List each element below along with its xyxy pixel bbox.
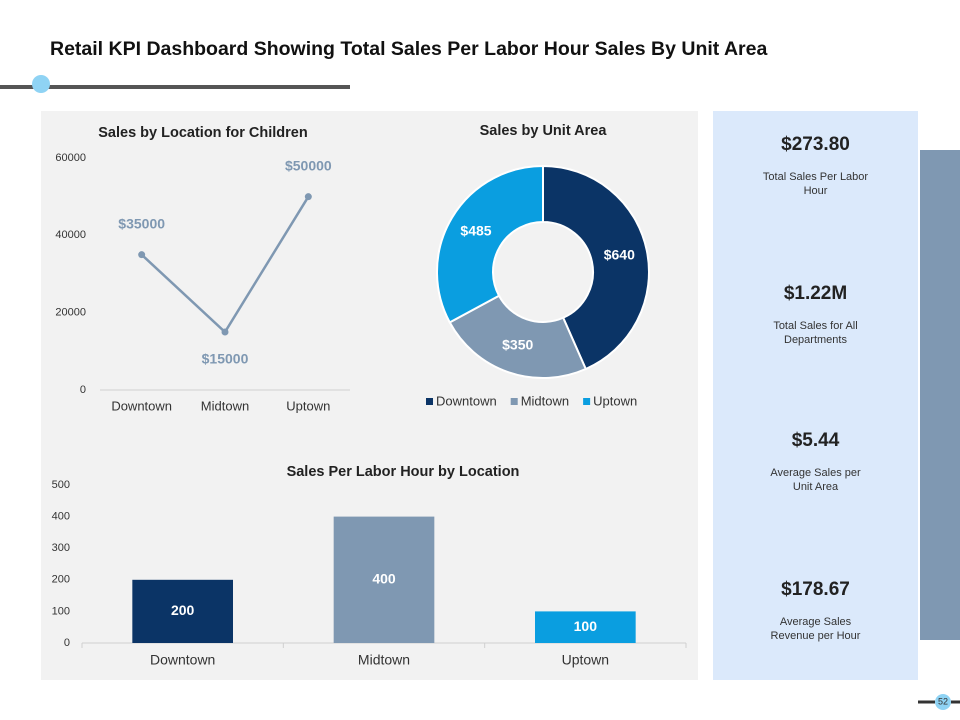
x-tick-label: Uptown [286,398,330,413]
bar [535,611,636,643]
x-tick-label: Midtown [201,398,249,413]
point [138,251,146,259]
data-label: $350 [502,336,533,352]
legend-swatch [583,398,591,405]
x-tick-label: Downtown [150,652,215,668]
legend-label: Uptown [593,393,637,408]
legend-swatch [510,398,518,405]
y-tick-label: 0 [64,637,70,649]
data-label: 200 [171,602,195,618]
chart-title: Sales by Location for Children [98,125,307,141]
page-title: Retail KPI Dashboard Showing Total Sales… [50,38,767,60]
y-tick-label: 20000 [55,307,86,319]
chart-title: Sales Per Labor Hour by Location [287,464,520,480]
y-tick-label: 400 [52,511,70,523]
side-band [920,150,960,640]
kpi-card: $273.80 Total Sales Per Labor Hour [713,134,918,198]
kpi-value: $5.44 [791,430,840,451]
donut-slice [436,164,544,324]
y-tick-label: 300 [52,542,70,554]
data-label: 400 [372,571,396,587]
donut-slice [542,164,650,371]
legend-label: Midtown [521,393,569,408]
y-tick-label: 100 [52,605,70,617]
x-tick-label: Uptown [562,652,609,668]
kpi-value: $178.67 [781,579,850,600]
kpi-value: $1.22M [783,283,848,304]
kpi-panel [713,111,918,680]
y-tick-label: 0 [80,384,86,396]
data-label: $15000 [202,351,249,367]
kpi-label: Average Sales Revenue per Hour [770,616,861,642]
kpi-card: $5.44 Average Sales per Unit Area [713,430,918,494]
data-label: $50000 [285,157,332,173]
kpi-card: $178.67 Average Sales Revenue per Hour [713,579,918,643]
data-label: $485 [460,223,491,239]
title-dot [32,75,50,93]
bar [333,516,435,643]
page-badge [935,694,951,710]
x-tick-label: Midtown [358,652,410,668]
kpi-label: Total Sales Per Labor Hour [762,171,869,197]
kpi-card: $1.22M Total Sales for All Departments [713,283,918,347]
point [304,193,312,201]
legend-label: Downtown [436,393,497,408]
legend-swatch [426,398,433,405]
kpi-value: $273.80 [781,134,850,155]
bar [132,579,233,643]
point [221,328,229,336]
y-tick-label: 200 [52,574,70,586]
chart-title: Sales by Unit Area [480,123,608,139]
page-number: 52 [938,696,948,706]
donut-slice [448,294,588,379]
y-tick-label: 40000 [55,229,86,241]
x-tick-label: Downtown [111,398,172,413]
y-tick-label: 60000 [55,152,86,164]
y-tick-label: 500 [52,479,70,491]
kpi-label: Total Sales for All Departments [773,320,858,346]
kpi-label: Average Sales per Unit Area [770,467,861,493]
data-label: $35000 [118,215,165,231]
data-label: $640 [604,247,635,263]
data-label: 100 [574,618,598,634]
